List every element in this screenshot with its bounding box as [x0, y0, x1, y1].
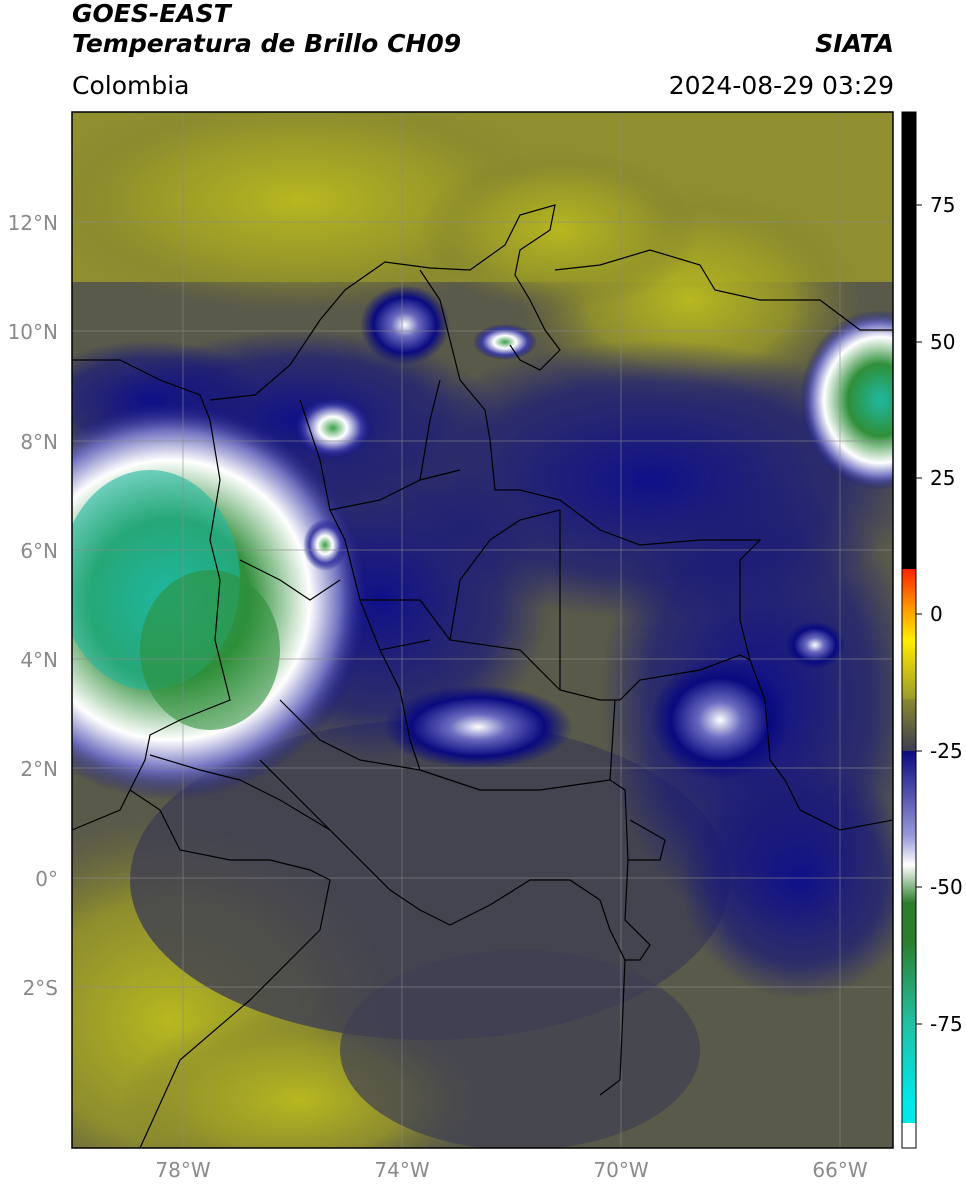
timestamp-label: 2024-08-29 03:29 [668, 71, 894, 100]
lon-label-78w: 78°W [155, 1158, 211, 1182]
title-satellite: GOES-EAST [72, 0, 231, 28]
lon-label-70w: 70°W [593, 1158, 649, 1182]
colorbar-tick-75: 75 [930, 193, 956, 217]
lat-label-2n: 2°N [20, 757, 58, 781]
agency-label: SIATA [815, 29, 894, 58]
colorbar [901, 111, 922, 1149]
map-frame [71, 111, 894, 1149]
colorbar-tick-25: 25 [930, 466, 956, 490]
title-product: Temperatura de Brillo CH09 [72, 29, 462, 58]
lat-label-2s: 2°S [22, 976, 58, 1000]
lat-label-4n: 4°N [20, 648, 58, 672]
colorbar-tick-minus50: -50 [930, 875, 963, 899]
lat-label-6n: 6°N [20, 539, 58, 563]
brightness-temperature-field [72, 112, 893, 1148]
lat-label-12n: 12°N [7, 211, 58, 235]
region-label: Colombia [72, 71, 190, 100]
lon-label-74w: 74°W [374, 1158, 430, 1182]
lat-label-8n: 8°N [20, 430, 58, 454]
colorbar-tick-minus75: -75 [930, 1012, 963, 1036]
colorbar-tick-minus25: -25 [930, 739, 963, 763]
lat-label-10n: 10°N [7, 320, 58, 344]
graticule [72, 112, 893, 1148]
lon-label-66w: 66°W [812, 1158, 868, 1182]
country-boundaries [71, 204, 894, 1149]
colorbar-tick-0: 0 [930, 602, 943, 626]
lat-label-0: 0° [35, 867, 58, 891]
colorbar-tick-50: 50 [930, 330, 956, 354]
